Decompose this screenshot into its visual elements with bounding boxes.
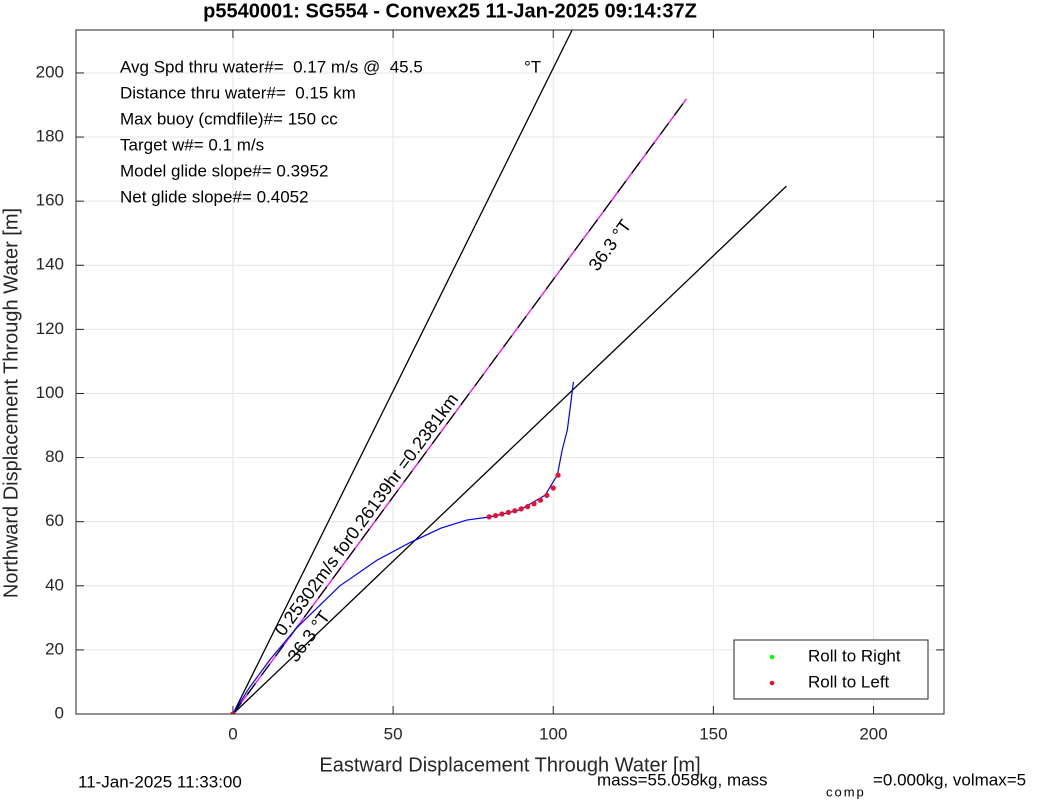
roll-point — [544, 492, 550, 499]
y-tick-label: 200 — [36, 62, 64, 81]
roll-point — [555, 472, 561, 478]
y-tick-label: 0 — [55, 703, 64, 722]
x-tick-label: 100 — [539, 724, 567, 743]
roll-point — [518, 506, 524, 512]
roll-point — [537, 497, 544, 503]
x-tick-label: 50 — [384, 724, 403, 743]
roll-point — [230, 711, 236, 714]
y-tick-label: 160 — [36, 191, 64, 210]
y-tick-label: 40 — [45, 575, 64, 594]
y-tick-label: 20 — [45, 639, 64, 658]
x-axis-label: Eastward Displacement Through Water [m] — [319, 754, 700, 776]
stat-line: Max buoy (cmdfile)#= 150 cc — [120, 109, 338, 128]
stat-line: Net glide slope#= 0.4052 — [120, 187, 309, 206]
roll-point — [505, 509, 511, 515]
y-tick-label: 100 — [36, 383, 64, 402]
stat-line: Avg Spd thru water#= 0.17 m/s @ 45.5 — [120, 57, 423, 76]
roll-point — [550, 485, 556, 491]
stat-line: Model glide slope#= 0.3952 — [120, 161, 328, 180]
legend-label: Roll to Left — [808, 672, 890, 691]
x-tick-label: 200 — [859, 724, 887, 743]
x-tick-label: 150 — [699, 724, 727, 743]
footer-sub: comp — [826, 784, 866, 799]
roll-point — [531, 501, 537, 507]
roll-point — [499, 511, 505, 517]
y-tick-label: 60 — [45, 511, 64, 530]
legend-box — [733, 639, 929, 700]
footer-date: 11-Jan-2025 11:33:00 — [78, 772, 242, 791]
y-axis-label: Northward Displacement Through Water [m] — [0, 208, 22, 598]
roll-point — [512, 508, 518, 514]
footer-mass: mass=55.058kg, mass — [597, 770, 768, 789]
reference-line — [232, 98, 688, 714]
footer-rest: =0.000kg, volmax=5 — [873, 770, 1026, 789]
roll-point — [492, 512, 499, 519]
reference-line — [232, 30, 573, 714]
y-tick-label: 120 — [36, 319, 64, 338]
stat-line: Target w#= 0.1 m/s — [120, 135, 264, 154]
x-tick-label: 0 — [228, 724, 237, 743]
roll-point — [486, 514, 492, 520]
y-tick-label: 180 — [36, 127, 64, 146]
plot-area — [76, 30, 944, 714]
stat-unit: °T — [524, 57, 541, 76]
legend-marker — [769, 654, 775, 660]
plot-layer — [230, 30, 787, 714]
legend-label: Roll to Right — [808, 646, 901, 665]
roll-point — [525, 504, 531, 510]
axes-box — [75, 29, 945, 715]
track-line — [232, 381, 575, 714]
chart-title: p5540001: SG554 - Convex25 11-Jan-2025 0… — [203, 0, 697, 22]
y-tick-label: 140 — [36, 255, 64, 274]
stat-line: Distance thru water#= 0.15 km — [120, 83, 356, 102]
reference-line — [232, 185, 787, 714]
legend-marker — [769, 680, 775, 686]
y-tick-label: 80 — [45, 447, 64, 466]
